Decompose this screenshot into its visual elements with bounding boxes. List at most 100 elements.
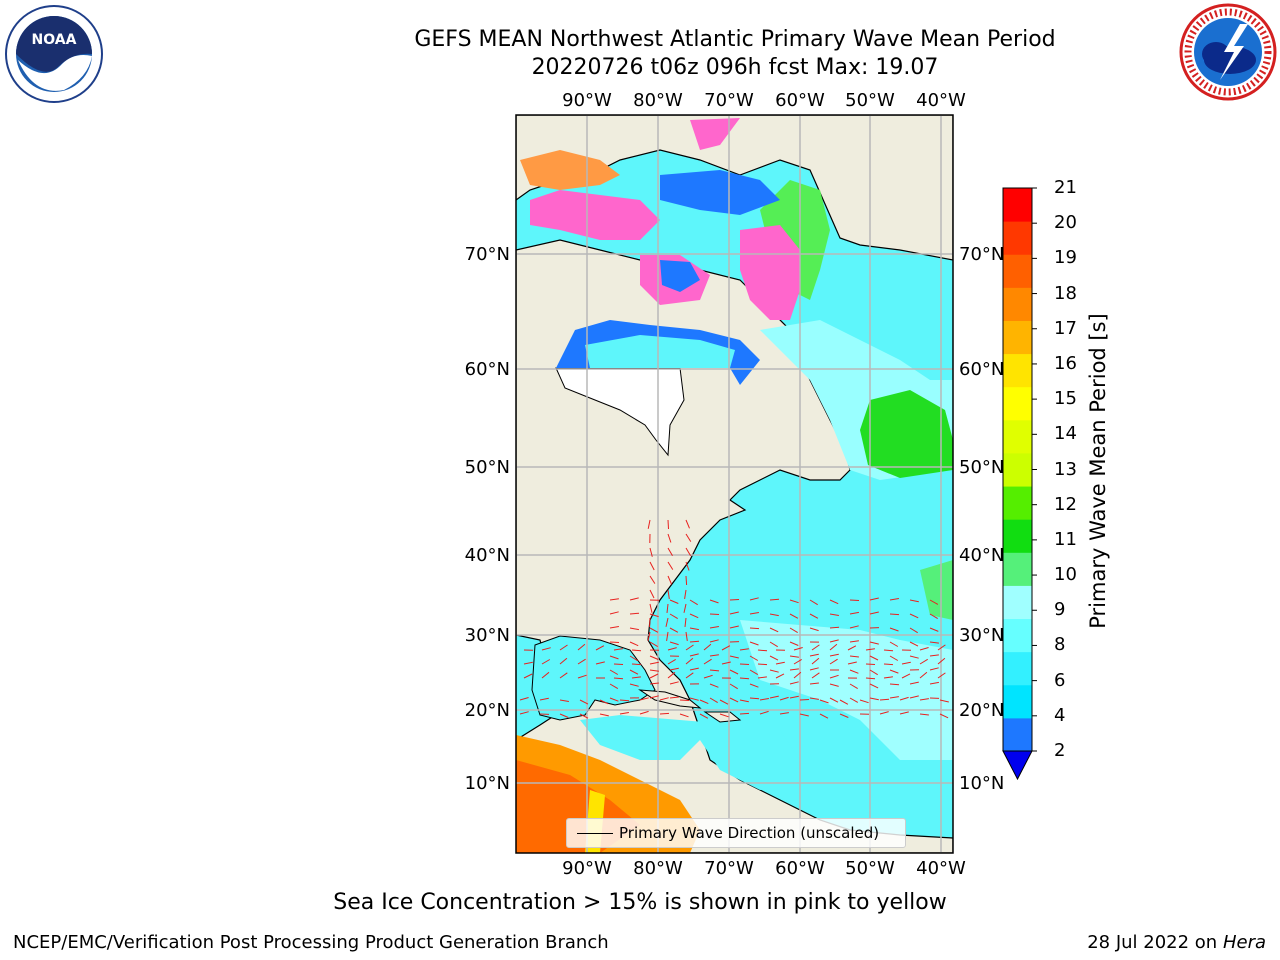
- map-subtitle: 20220726 t06z 096h fcst Max: 19.07: [531, 55, 939, 80]
- colorbar-tick-label: 8: [1054, 634, 1066, 656]
- wave-arrow: [889, 627, 899, 632]
- colorbar-segment: [1003, 353, 1032, 388]
- wave-direction-arrows: [488, 519, 949, 719]
- wave-arrow: [849, 697, 859, 703]
- wave-arrow: [709, 697, 718, 704]
- colorbar-tick-label: 20: [1054, 212, 1077, 234]
- wave-arrow: [667, 589, 670, 599]
- wave-arrow: [901, 673, 911, 679]
- wave-arrow: [883, 649, 894, 652]
- wave-arrow: [541, 671, 550, 679]
- wave-arrow: [703, 658, 712, 665]
- colorbar-tick-label: 15: [1054, 388, 1077, 410]
- wave-arrow: [929, 613, 938, 620]
- wave-arrow: [703, 643, 712, 651]
- wave-arrow: [649, 661, 659, 665]
- wave-arrow: [865, 663, 876, 665]
- wave-arrow: [729, 697, 739, 703]
- wave-arrow: [937, 657, 946, 665]
- wave-arrow: [709, 626, 719, 629]
- wave-arrow: [519, 711, 529, 715]
- colorbar-tick-label: 9: [1054, 599, 1066, 621]
- wave-arrow: [685, 575, 688, 586]
- wave-arrow: [847, 661, 857, 665]
- wave-arrow: [929, 599, 939, 605]
- wave-arrow: [919, 658, 928, 665]
- colorbar-tick-label: 13: [1054, 458, 1077, 480]
- wave-arrow: [629, 683, 639, 687]
- wave-arrow: [757, 663, 768, 666]
- wave-arrow: [769, 669, 779, 673]
- wave-arrow: [829, 658, 838, 665]
- lat-label-right: 20°N: [959, 700, 1004, 721]
- legend-line-icon: [577, 833, 613, 834]
- wave-arrow: [869, 641, 879, 645]
- wave-arrow: [541, 647, 551, 651]
- wave-arrow: [929, 681, 939, 685]
- wave-arrow: [685, 519, 690, 529]
- run-date: 28 Jul 2022 on Hera: [1087, 932, 1266, 953]
- wave-arrow: [769, 613, 779, 617]
- colorbar-tick-label: 2: [1054, 740, 1066, 761]
- wave-arrow: [577, 643, 586, 651]
- nws-logo: [1179, 3, 1277, 101]
- wave-arrow: [685, 547, 692, 557]
- lon-label-top: 40°W: [916, 90, 966, 111]
- wave-arrow: [709, 669, 720, 672]
- wave-arrow: [609, 655, 619, 660]
- wave-arrow: [667, 547, 673, 557]
- wave-arrow: [819, 699, 829, 704]
- wave-arrow: [631, 676, 641, 679]
- wave-arrow: [649, 641, 658, 648]
- wave-arrow: [719, 699, 729, 705]
- wave-arrow: [709, 599, 719, 604]
- colorbar-segment: [1003, 552, 1032, 586]
- credit-text: NCEP/EMC/Verification Post Processing Pr…: [13, 932, 609, 953]
- wave-arrow: [649, 589, 655, 599]
- wave-arrow: [939, 699, 949, 703]
- wave-arrow: [685, 644, 694, 651]
- wave-arrow: [659, 697, 669, 701]
- wave-arrow: [749, 597, 759, 601]
- wave-arrow: [799, 699, 810, 701]
- wave-arrow: [829, 697, 839, 703]
- wave-arrow: [629, 627, 639, 631]
- wave-arrow: [739, 663, 750, 665]
- wave-arrow: [689, 653, 699, 657]
- wave-arrow: [729, 669, 739, 675]
- wave-arrow: [649, 655, 659, 660]
- wave-arrow: [629, 655, 638, 662]
- wave-arrow: [889, 696, 899, 699]
- wave-arrow: [849, 611, 859, 615]
- wave-arrow: [883, 663, 894, 666]
- wave-arrow: [639, 710, 649, 715]
- wave-arrow: [749, 641, 759, 646]
- wave-arrow: [865, 648, 875, 651]
- wave-arrow: [769, 598, 780, 601]
- wave-arrow: [889, 613, 900, 616]
- wave-arrow: [639, 697, 649, 701]
- wave-arrow: [703, 674, 713, 679]
- wave-arrow: [789, 681, 799, 685]
- wave-arrow: [649, 561, 655, 571]
- wave-arrow: [685, 631, 688, 641]
- colorbar-segment: [1003, 386, 1032, 421]
- wave-arrow: [609, 598, 619, 601]
- wave-arrow: [488, 649, 497, 651]
- wave-arrow: [629, 597, 639, 601]
- legend-label: Primary Wave Direction (unscaled): [619, 824, 880, 842]
- wave-arrow: [699, 713, 709, 719]
- wave-arrow: [729, 599, 740, 601]
- wave-arrow: [789, 641, 799, 646]
- wave-arrow: [721, 645, 731, 651]
- wave-arrow: [595, 645, 605, 651]
- wave-arrow: [889, 598, 899, 601]
- lon-label-bottom: 70°W: [704, 858, 754, 879]
- wave-arrow: [669, 599, 679, 604]
- colorbar-segment: [1003, 618, 1032, 653]
- wave-arrow: [809, 627, 819, 632]
- wave-arrow: [613, 648, 623, 651]
- wave-arrow: [809, 682, 819, 685]
- lon-label-top: 60°W: [775, 90, 825, 111]
